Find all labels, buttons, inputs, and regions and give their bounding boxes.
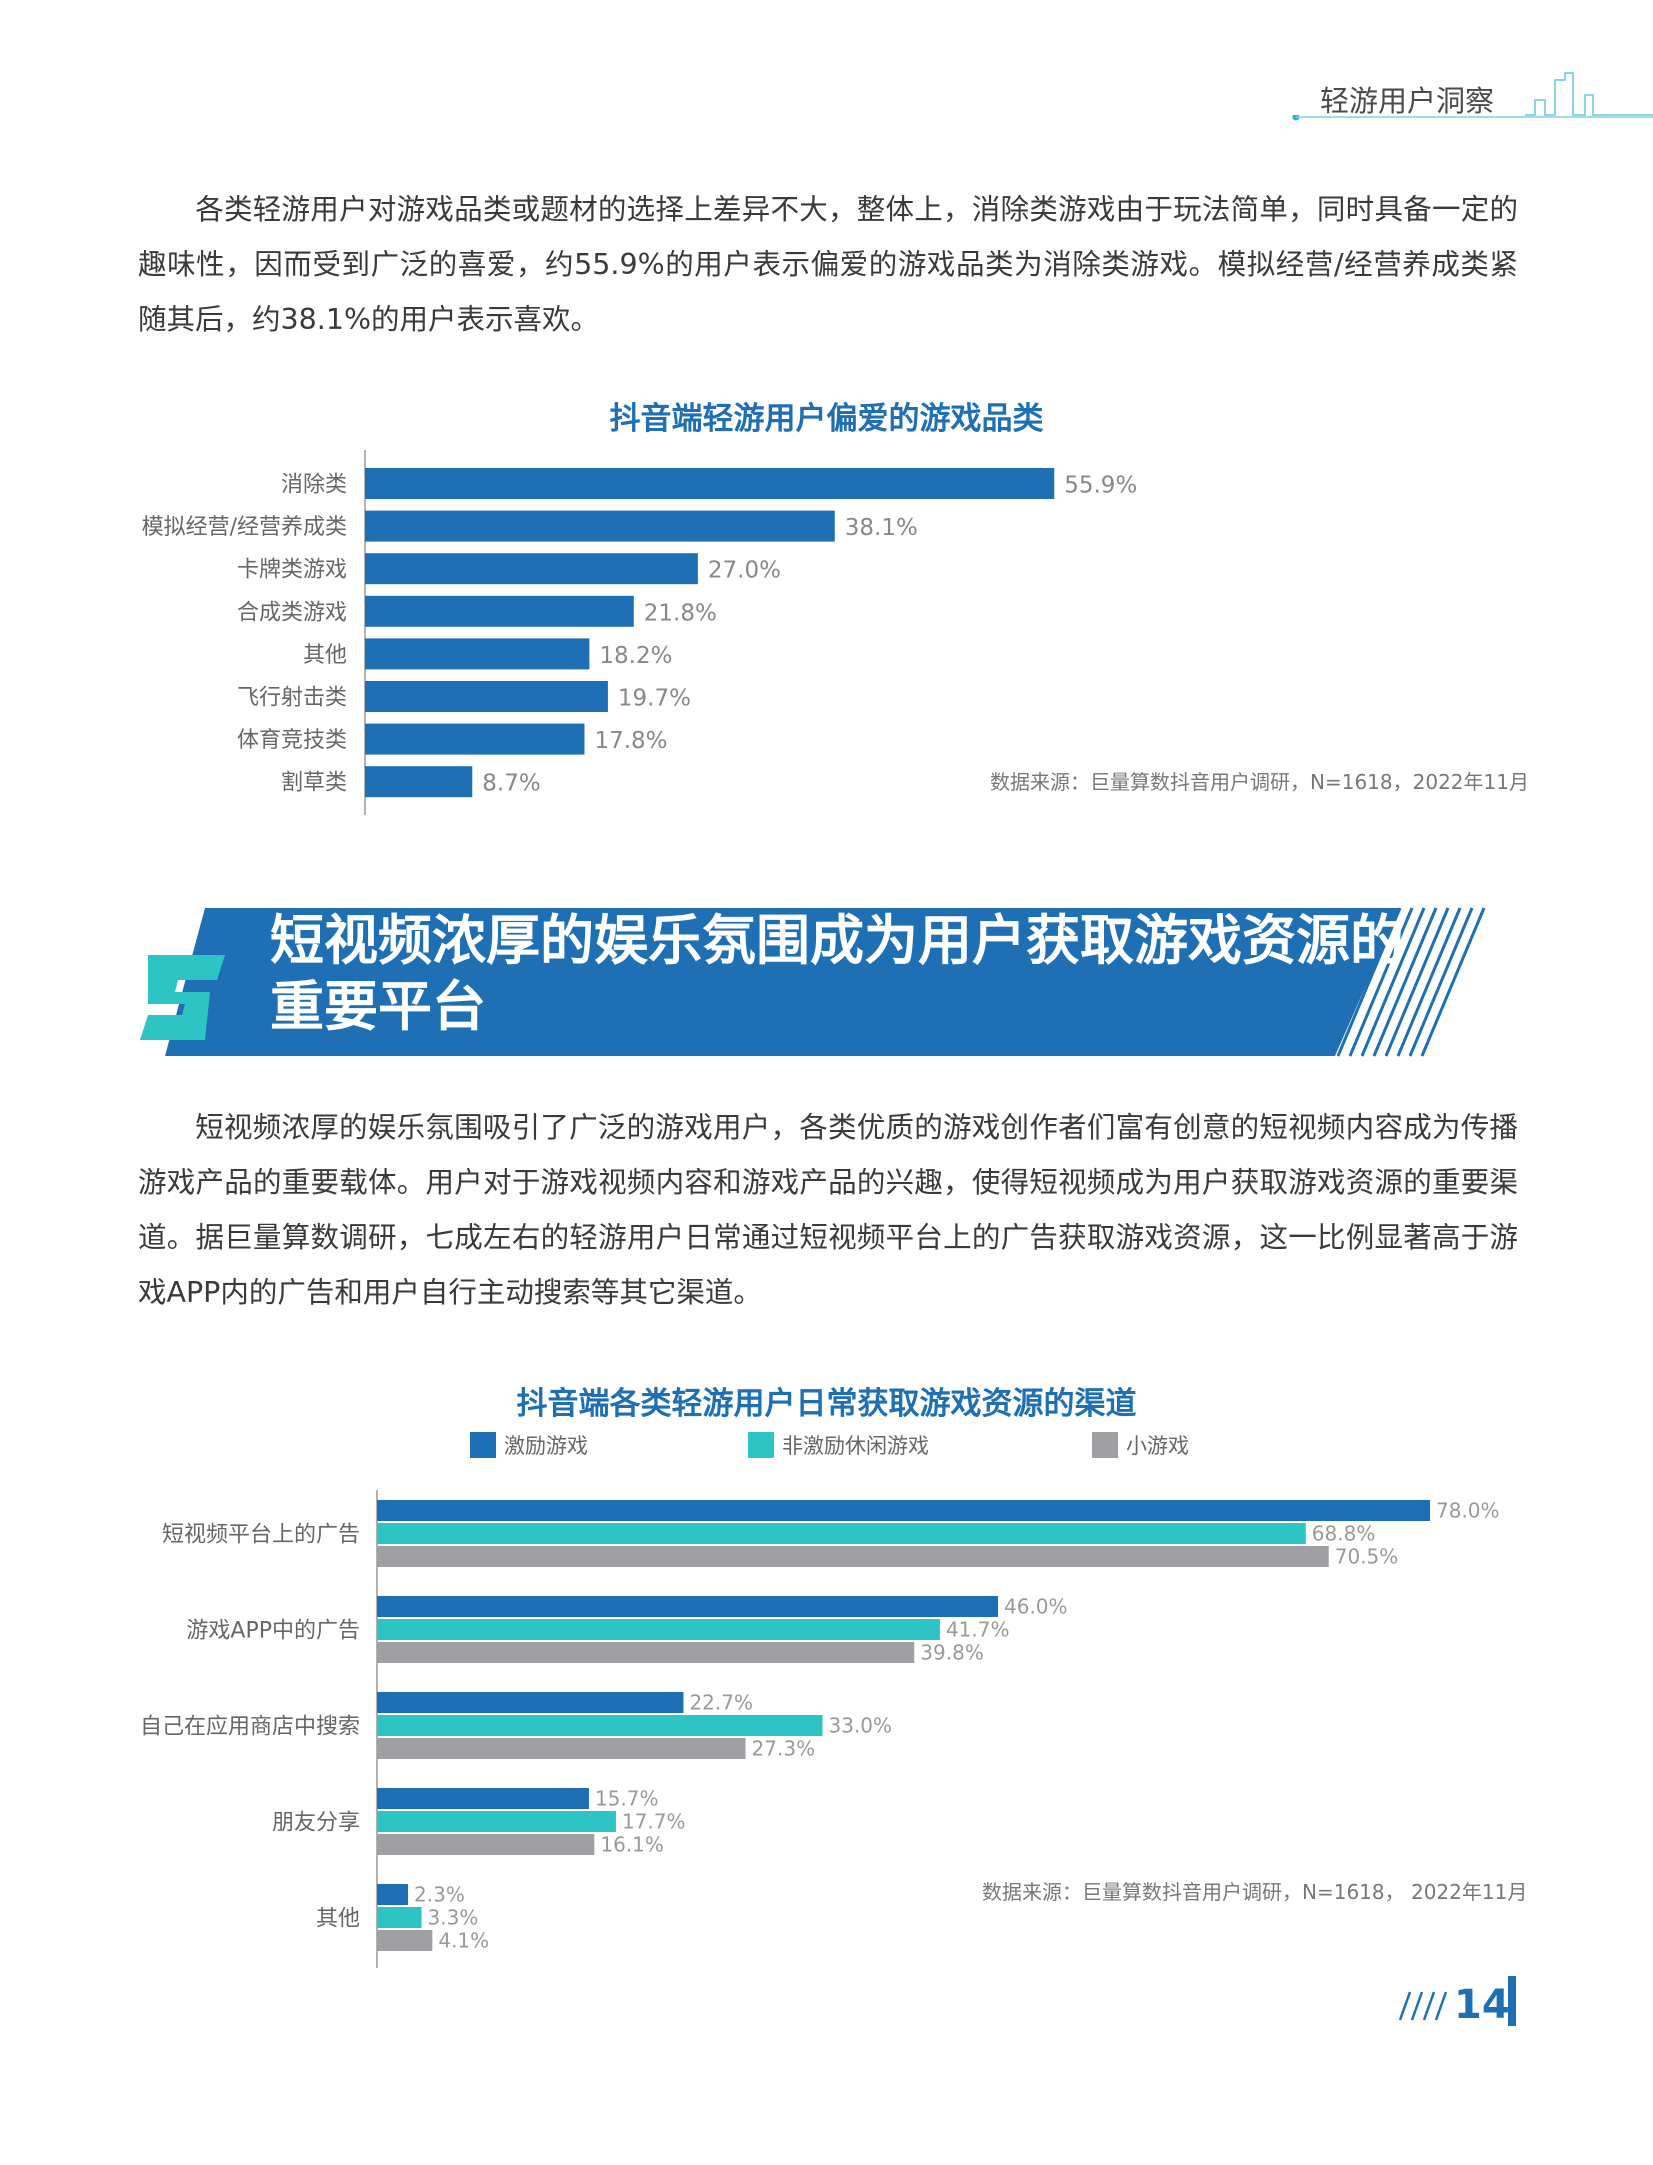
chart1-value-label: 27.0% <box>708 558 781 584</box>
chart2-bar <box>377 1738 746 1759</box>
chart2-category-label: 短视频平台上的广告 <box>162 1523 360 1548</box>
chart2-value-label: 16.1% <box>600 1833 664 1857</box>
chart1-category-label: 合成类游戏 <box>237 600 347 625</box>
chart1-category-label: 模拟经营/经营养成类 <box>142 515 347 540</box>
chart1-source: 数据来源：巨量算数抖音用户调研，N=1618，2022年11月 <box>990 770 1529 794</box>
chart1-value-label: 18.2% <box>599 643 672 669</box>
chart2-bar <box>377 1692 684 1713</box>
intro-paragraph: 各类轻游用户对游戏品类或题材的选择上差异不大，整体上，消除类游戏由于玩法简单，同… <box>138 193 1518 336</box>
chart1-bar <box>365 468 1055 499</box>
chart2-category-label: 其他 <box>316 1907 360 1932</box>
chart1-bar <box>365 510 835 542</box>
chart2-value-label: 15.7% <box>595 1787 659 1811</box>
chart1-category-label: 割草类 <box>281 771 347 796</box>
chart1-bar <box>365 766 473 798</box>
chart2-bar <box>377 1523 1306 1544</box>
legend-label: 非激励休闲游戏 <box>782 1434 929 1458</box>
chart2-value-label: 46.0% <box>1004 1595 1068 1619</box>
chart1-category-label: 消除类 <box>281 473 347 498</box>
chart1-bar <box>365 681 608 712</box>
legend-swatch <box>470 1432 496 1458</box>
chart1-value-label: 38.1% <box>845 515 918 541</box>
legend-label: 激励游戏 <box>504 1434 588 1458</box>
chart1-title: 抖音端轻游用户偏爱的游戏品类 <box>609 401 1044 437</box>
chart2-bar <box>377 1546 1329 1567</box>
header-decoration <box>1292 115 1653 121</box>
chart1-bar <box>365 638 590 670</box>
page-header-title: 轻游用户洞察 <box>1320 84 1495 118</box>
chart2-bar <box>377 1715 823 1736</box>
legend-item-non-incentive: 非激励休闲游戏 <box>748 1430 929 1460</box>
chart2-bar <box>377 1834 595 1855</box>
page-number: 14 <box>1454 1982 1510 2028</box>
chart2-bar <box>377 1811 616 1832</box>
chart2-value-label: 17.7% <box>622 1810 686 1834</box>
chart2-bar <box>377 1884 409 1905</box>
chart2-bar <box>377 1930 433 1951</box>
chart2-value-label: 39.8% <box>920 1641 984 1665</box>
section-paragraph: 短视频浓厚的娱乐氛围吸引了广泛的游戏用户，各类优质的游戏创作者们富有创意的短视频… <box>138 1111 1518 1309</box>
chart1-plot: 消除类 55.9% 模拟经营/经营养成类 38.1% 卡牌类游戏 27.0% 合成类游戏 21… <box>142 450 1137 815</box>
legend-swatch <box>748 1432 774 1458</box>
chart2-value-label: 4.1% <box>438 1929 489 1953</box>
chart1-bar <box>365 553 698 585</box>
chart2-title: 抖音端各类轻游用户日常获取游戏资源的渠道 <box>516 1386 1137 1422</box>
chart1-bar <box>365 595 634 627</box>
chart2-category-label: 朋友分享 <box>272 1811 360 1836</box>
chart1-category-label: 卡牌类游戏 <box>237 558 347 583</box>
chart2-category-label: 自己在应用商店中搜索 <box>140 1715 360 1740</box>
chart1-bar <box>365 723 585 755</box>
chart2-source: 数据来源：巨量算数抖音用户调研，N=1618， 2022年11月 <box>982 1880 1528 1904</box>
legend-item-incentive: 激励游戏 <box>470 1430 588 1460</box>
chart2-bar <box>377 1642 915 1663</box>
chart2-value-label: 70.5% <box>1335 1545 1399 1569</box>
legend-item-mini-game: 小游戏 <box>1092 1430 1189 1460</box>
page-number-decoration <box>1398 1991 1448 2021</box>
chart1-category-label: 飞行射击类 <box>237 686 347 711</box>
chart1-value-label: 55.9% <box>1064 473 1137 499</box>
chart2-bar <box>377 1500 1430 1521</box>
chart1-value-label: 17.8% <box>594 728 667 754</box>
chart2-value-label: 2.3% <box>414 1883 465 1907</box>
chart2-bar <box>377 1619 940 1640</box>
chart2-bar <box>377 1907 422 1928</box>
legend-label: 小游戏 <box>1126 1434 1189 1458</box>
chart2-value-label: 33.0% <box>829 1714 893 1738</box>
section-banner <box>140 907 1486 1057</box>
chart2-value-label: 22.7% <box>689 1691 753 1715</box>
chart2-value-label: 41.7% <box>946 1618 1010 1642</box>
chart1-category-label: 其他 <box>303 643 347 668</box>
chart2-value-label: 3.3% <box>428 1906 479 1930</box>
chart2-value-label: 68.8% <box>1312 1522 1376 1546</box>
chart1-category-label: 体育竞技类 <box>237 728 347 753</box>
page-number-bar <box>1508 1976 1516 2026</box>
chart2-value-label: 27.3% <box>752 1737 816 1761</box>
chart2-plot: 78.0% 68.8%70.5% 短视频平台上的广告 46.0%41.7%39.8% 游… <box>140 1490 1500 1968</box>
chart2-bar <box>377 1788 589 1809</box>
chart2-value-label: 78.0% <box>1436 1499 1500 1523</box>
chart1-value-label: 8.7% <box>482 771 540 797</box>
legend-swatch <box>1092 1432 1118 1458</box>
chart1-value-label: 19.7% <box>618 686 691 712</box>
chart2-bar <box>377 1596 998 1617</box>
section-title: 短视频浓厚的娱乐氛围成为用户获取游戏资源的重要平台 <box>270 909 1404 1038</box>
skyline-icon <box>1525 72 1653 116</box>
chart2-category-label: 游戏APP中的广告 <box>186 1619 360 1644</box>
chart1-value-label: 21.8% <box>644 600 717 626</box>
